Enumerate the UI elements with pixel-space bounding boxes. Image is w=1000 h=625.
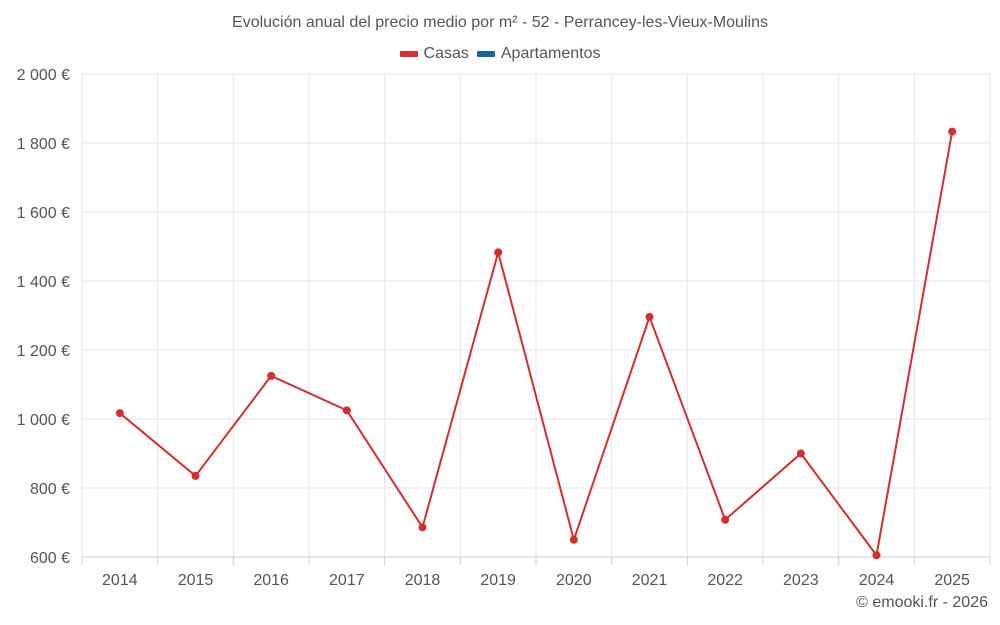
y-tick-label: 1 200 €	[17, 343, 70, 360]
y-tick-label: 1 800 €	[17, 136, 70, 153]
y-tick-label: 1 000 €	[17, 412, 70, 429]
x-tick-label: 2024	[859, 572, 895, 589]
data-point-2014	[115, 409, 124, 418]
x-tick-label: 2023	[783, 572, 819, 589]
legend-label-apartamentos: Apartamentos	[500, 45, 601, 62]
legend: Casas Apartamentos	[0, 45, 1000, 63]
chart-title: Evolución anual del precio medio por m² …	[232, 14, 768, 31]
data-point-2023	[796, 449, 805, 458]
x-tick-label: 2019	[480, 572, 516, 589]
data-point-2019	[494, 248, 503, 257]
x-tick-label: 2018	[405, 572, 441, 589]
y-tick-label: 800 €	[30, 481, 70, 498]
legend-item-apartamentos[interactable]: Apartamentos	[476, 45, 601, 63]
data-point-2025	[948, 127, 957, 136]
x-tick-label: 2017	[329, 572, 365, 589]
data-point-2021	[645, 312, 654, 321]
data-point-2024	[872, 551, 881, 560]
data-point-2020	[569, 535, 578, 544]
y-tick-label: 600 €	[30, 550, 70, 567]
data-point-2017	[342, 406, 351, 415]
x-tick-label: 2015	[178, 572, 214, 589]
x-tick-label: 2016	[253, 572, 289, 589]
legend-label-casas: Casas	[423, 45, 469, 62]
y-tick-label: 1 400 €	[17, 274, 70, 291]
legend-swatch-apartamentos	[476, 51, 495, 57]
x-tick-label: 2014	[102, 572, 138, 589]
data-point-2022	[721, 515, 730, 524]
x-tick-label: 2022	[707, 572, 743, 589]
y-tick-label: 1 600 €	[17, 205, 70, 222]
x-tick-label: 2020	[556, 572, 592, 589]
data-point-2015	[191, 471, 200, 480]
legend-item-casas[interactable]: Casas	[399, 45, 469, 63]
credit[interactable]: © emooki.fr - 2026	[856, 594, 988, 611]
series-line-casas	[119, 131, 954, 557]
legend-swatch-casas	[399, 51, 418, 57]
data-point-2018	[418, 523, 427, 532]
x-tick-label: 2025	[934, 572, 970, 589]
data-point-2016	[267, 371, 276, 380]
y-tick-label: 2 000 €	[17, 67, 70, 84]
x-tick-label: 2021	[632, 572, 668, 589]
